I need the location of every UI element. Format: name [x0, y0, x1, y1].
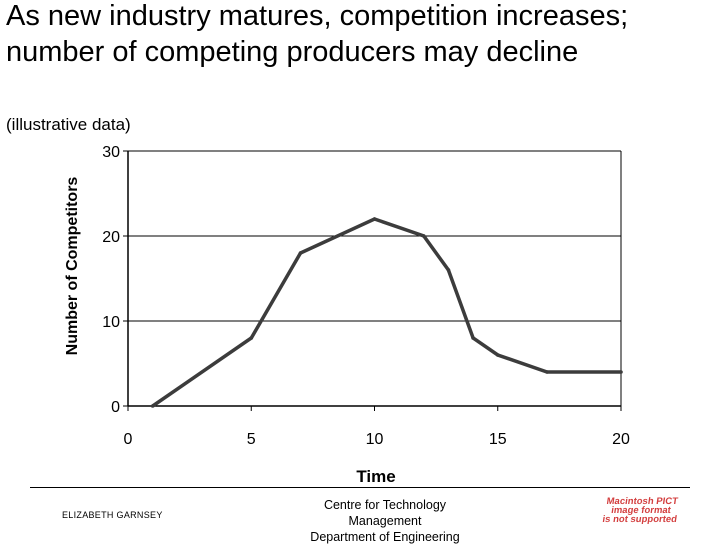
- data-point: [619, 370, 623, 374]
- x-axis-label: Time: [356, 467, 395, 485]
- x-tick-label-0: 0: [124, 431, 133, 448]
- data-point: [471, 336, 475, 340]
- line-chart: 0 10 20 30 0 5 10 15 20 Time: [102, 144, 630, 485]
- page-title: As new industry matures, competition inc…: [6, 0, 629, 68]
- data-point: [545, 370, 549, 374]
- x-tick-label-10: 10: [366, 431, 384, 448]
- tick-marks: [123, 150, 622, 411]
- x-tick-label-15: 15: [489, 431, 507, 448]
- data-point: [298, 251, 303, 255]
- data-point: [446, 268, 451, 272]
- data-point: [249, 336, 254, 340]
- footer-institution-line-2: Management: [348, 514, 422, 528]
- footer-author: ELIZABETH GARNSEY: [62, 510, 163, 520]
- tick-labels: 0 10 20 30 0 5 10 15 20: [102, 144, 630, 448]
- series-line-0: [151, 217, 621, 408]
- y-tick-label-10: 10: [102, 314, 120, 331]
- series-group: [150, 217, 623, 408]
- y-tick-label-20: 20: [102, 229, 120, 246]
- data-point: [495, 353, 500, 357]
- footer-institution-line-3: Department of Engineering: [310, 530, 460, 544]
- gridlines: [128, 150, 621, 322]
- axes: [127, 151, 622, 407]
- pict-line-3: is not supported: [601, 514, 678, 525]
- data-point: [372, 217, 377, 221]
- footer-institution-line-1: Centre for Technology: [323, 498, 447, 512]
- y-tick-label-0: 0: [111, 399, 120, 416]
- x-tick-label-5: 5: [247, 431, 256, 448]
- footer-divider: [30, 487, 690, 488]
- y-tick-label-30: 30: [102, 144, 120, 161]
- data-point: [150, 404, 155, 408]
- x-tick-label-20: 20: [612, 431, 630, 448]
- data-point: [422, 234, 426, 238]
- footer-institution: Centre for Technology Management Departm…: [290, 497, 480, 545]
- chart-subtitle: (illustrative data): [6, 115, 131, 134]
- unsupported-image-placeholder: Macintosh PICT image format is not suppo…: [580, 496, 702, 525]
